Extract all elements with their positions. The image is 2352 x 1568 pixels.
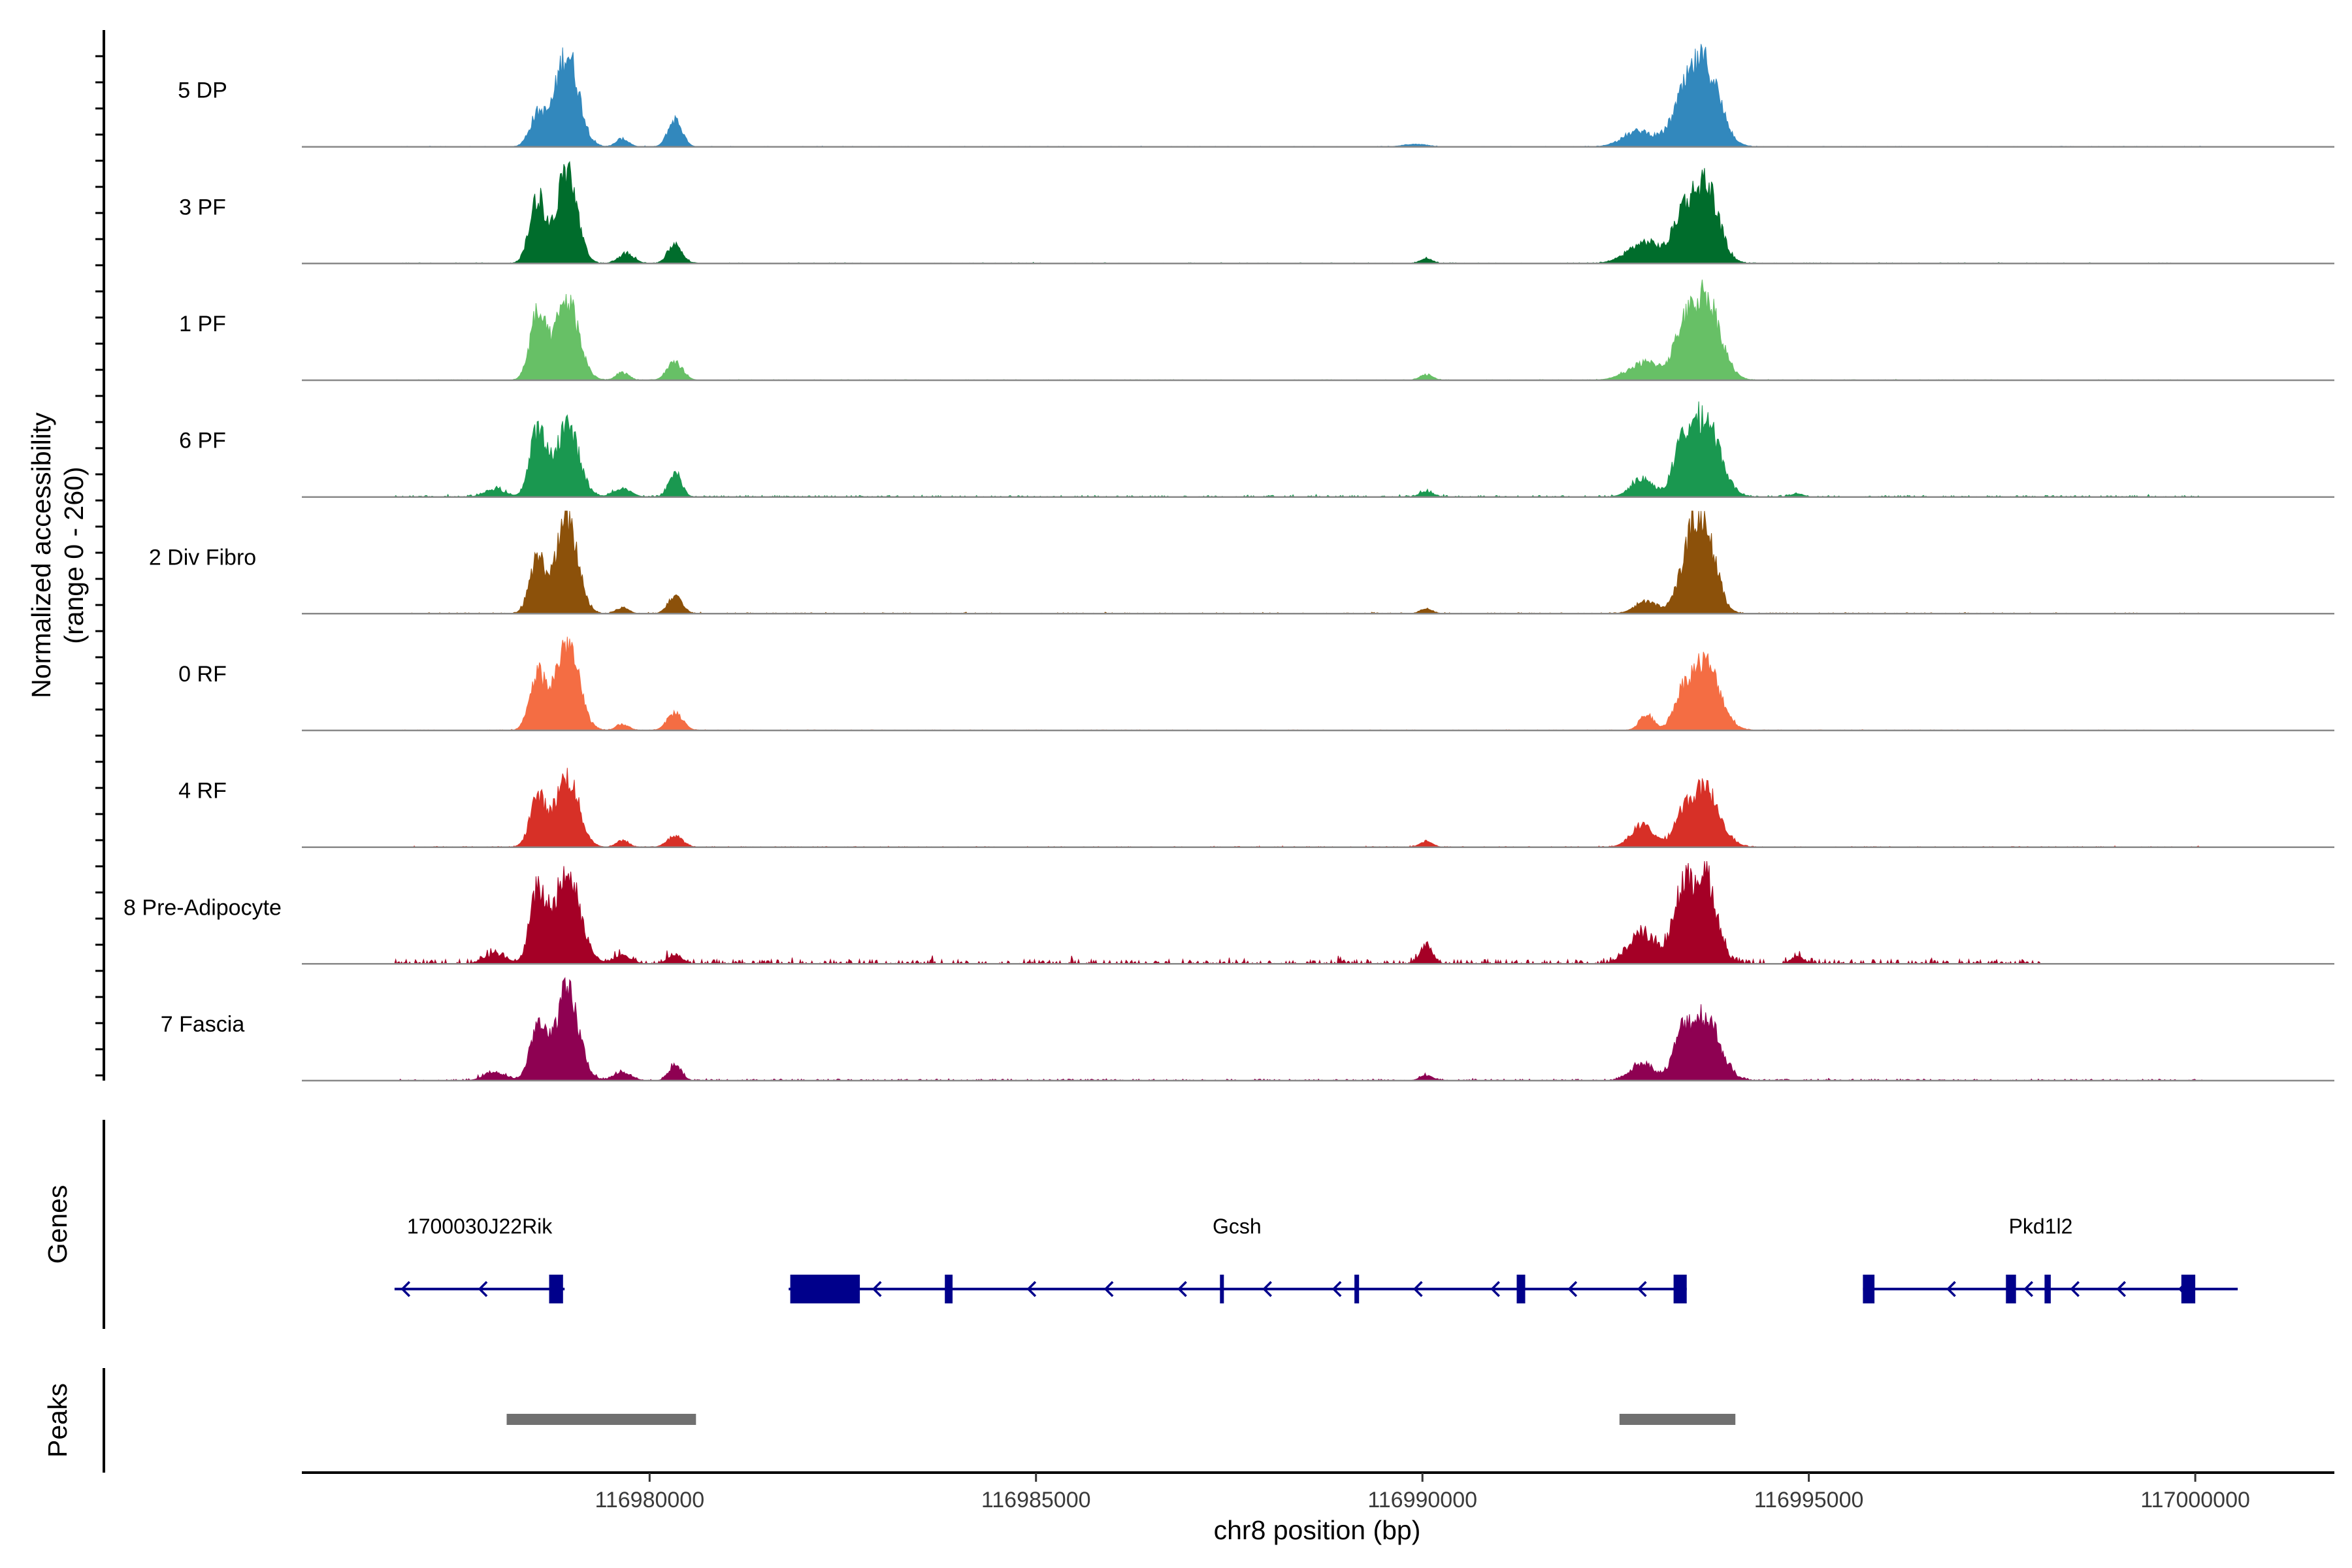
x-tick-label: 116980000 [595,1488,704,1512]
x-axis-title: chr8 position (bp) [1214,1515,1421,1545]
genes-panel-label: Genes [42,1185,73,1264]
track-2-div-fibro: 2 Div Fibro [149,510,2334,615]
track-label: 1 PF [179,312,226,336]
gene-exon [1220,1275,1224,1303]
track-label: 5 DP [178,78,227,103]
strand-arrow-icon [2178,1281,2188,1298]
gene-label: Pkd1l2 [2009,1215,2073,1238]
strand-arrow-icon [1177,1281,1187,1298]
peaks-panel: Peaks [42,1368,1736,1473]
gene-exon [1354,1275,1360,1303]
x-axis: 116980000 116985000 116990000 116995000 1170… [302,1471,2334,1545]
gene-models: 1700030J22Rik Gcsh Pkd1l2 [394,1215,2238,1303]
strand-arrow-icon [2116,1281,2127,1298]
coverage-y-ticks [95,55,104,1077]
x-tick-label: 116990000 [1367,1488,1477,1512]
coverage-panel: 5 DP 3 PF 1 PF 6 PF 2 Div Fibro 0 RF 4 RF 8 Pre… [26,30,2334,1082]
strand-arrow-icon [1490,1281,1500,1298]
strand-arrow-icon [1103,1281,1114,1298]
gene-exon [945,1275,953,1303]
track-label: 7 Fascia [161,1012,245,1037]
strand-arrow-icon [1262,1281,1272,1298]
track-label: 0 RF [178,662,227,687]
gene-exon [790,1275,860,1303]
y-axis-title-line2: (range 0 - 260) [59,466,89,644]
y-axis-title-line1: Normalized accessibility [26,412,56,698]
strand-arrow-icon [1637,1281,1647,1298]
strand-arrow-icon [1946,1281,1956,1298]
track-label: 4 RF [178,779,227,804]
gene-label: Gcsh [1213,1215,1262,1238]
gene-exon [549,1275,563,1303]
strand-arrow-icon [400,1281,411,1298]
track-label: 8 Pre-Adipocyte [123,895,282,920]
strand-arrow-icon [1567,1281,1578,1298]
gene-pkd1l2: Pkd1l2 [1863,1215,2238,1303]
x-axis-ticks: 116980000 116985000 116990000 116995000 1170… [595,1473,2250,1512]
x-tick-label: 116995000 [1754,1488,1864,1512]
strand-arrow-icon [872,1281,882,1298]
gene-exon [2181,1275,2196,1303]
coverage-area [302,861,2334,966]
track-3-pf: 3 PF [179,161,2334,265]
track-4-rf: 4 RF [178,768,2334,848]
track-0-rf: 0 RF [178,636,2334,732]
track-label: 2 Div Fibro [149,545,256,570]
gene-exon [1863,1275,1875,1303]
track-7-fascia: 7 Fascia [161,977,2334,1082]
peak-region-bar [1619,1414,1736,1425]
track-label: 3 PF [179,195,226,220]
gene-gcsh: Gcsh [789,1215,1687,1303]
x-tick-label: 116985000 [981,1488,1091,1512]
genes-panel: Genes 1700030J22Rik Gcsh Pkd1l2 [42,1120,2238,1329]
peak-regions [506,1414,1736,1425]
x-tick-label: 117000000 [2140,1488,2250,1512]
track-5-dp: 5 DP [178,44,2334,148]
peak-region-bar [506,1414,696,1425]
coverage-tracks: 5 DP 3 PF 1 PF 6 PF 2 Div Fibro 0 RF 4 RF 8 Pre… [123,44,2334,1082]
strand-arrow-icon [2023,1281,2034,1298]
gene-exon [1673,1275,1687,1303]
strand-arrow-icon [2070,1281,2080,1298]
strand-arrow-icon [1413,1281,1423,1298]
strand-arrow-icon [478,1281,488,1298]
strand-arrow-icon [1331,1281,1342,1298]
strand-arrow-icon [1026,1281,1037,1298]
peaks-panel-label: Peaks [42,1383,73,1458]
track-6-pf: 6 PF [179,401,2334,498]
gene-1700030j22rik: 1700030J22Rik [394,1215,565,1303]
track-1-pf: 1 PF [179,279,2334,382]
gene-exon [2006,1275,2016,1303]
track-label: 6 PF [179,429,226,453]
track-8-pre-adipocyte: 8 Pre-Adipocyte [123,861,2334,966]
gene-label: 1700030J22Rik [407,1215,553,1238]
gene-exon [1516,1275,1526,1303]
gene-exon [2044,1275,2051,1303]
